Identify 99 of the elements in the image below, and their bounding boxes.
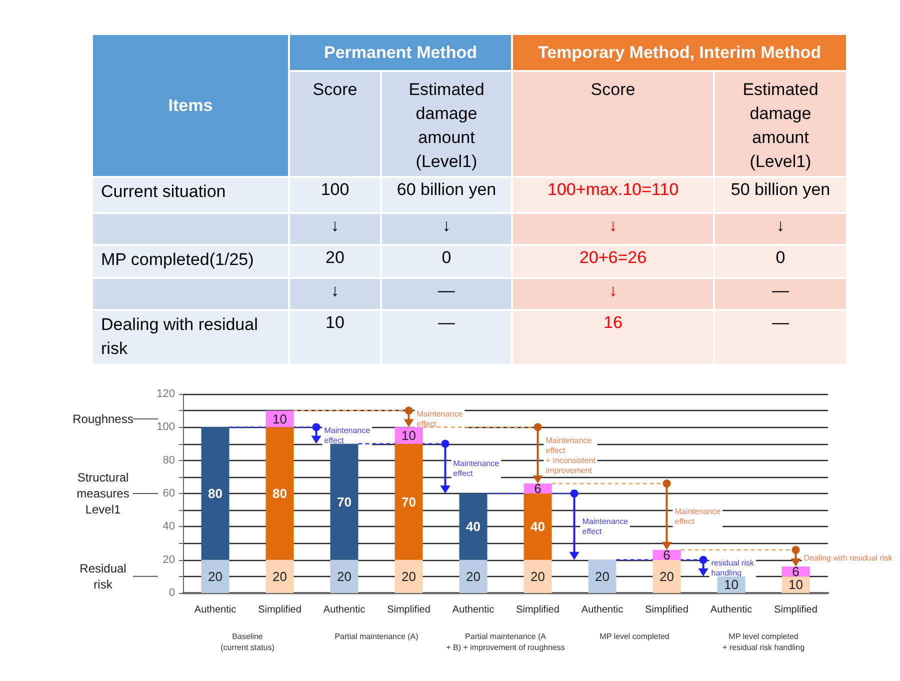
text: 10 — [326, 313, 344, 332]
category-label: Score — [512, 71, 714, 177]
text: — — [438, 281, 455, 300]
data-label: 80 — [208, 486, 222, 501]
annotation: Maintenance effect + Inconsistent improvement — [546, 436, 596, 475]
data-label: 6 — [792, 564, 800, 579]
bar — [266, 560, 294, 593]
x-tick-label: Simplified — [645, 604, 688, 616]
bar — [652, 560, 681, 593]
bar — [201, 560, 230, 593]
y-tick-label: 100 — [156, 421, 175, 434]
data-label: 10 — [402, 428, 416, 443]
text: 20 — [326, 248, 344, 267]
data-label: 70 — [402, 494, 416, 510]
x-tick-label: Simplified — [774, 604, 818, 616]
bar — [524, 494, 552, 560]
y-tick-label: 80 — [162, 454, 175, 466]
data-label: 20 — [402, 568, 416, 584]
category-label: Dealing with residual risk — [101, 315, 258, 358]
bar — [330, 444, 358, 560]
category-label: Estimated damage amount (Level1) — [381, 71, 512, 177]
text: 100+max.10=110 — [547, 180, 679, 199]
text: Partial maintenance (A + B) + improvement of roughness — [446, 632, 565, 652]
category-label: Current situation — [101, 182, 226, 201]
text: Baseline (current status) — [220, 632, 275, 652]
data-label: 20 — [660, 568, 674, 584]
bar — [394, 560, 423, 593]
bar — [459, 560, 488, 593]
y-tick-label: 120 — [156, 388, 175, 400]
data-label: 40 — [530, 519, 545, 534]
text: 0 — [442, 248, 452, 267]
annotation: Maintenance effect — [674, 507, 722, 526]
x-tick-label: Authentic — [452, 604, 494, 616]
x-tick-label: Authentic — [194, 604, 236, 616]
x-tick-label: Simplified — [258, 604, 302, 616]
text: Roughness — [72, 412, 134, 426]
bar — [459, 494, 488, 560]
data-label: 20 — [595, 568, 610, 584]
data-label: 80 — [272, 486, 287, 501]
y-tick-label: 20 — [162, 554, 175, 566]
text: Structural measures Level1 — [76, 470, 130, 516]
annotation: Maintenance effect — [416, 409, 464, 428]
category-label: Estimated damage amount (Level1) — [714, 71, 848, 177]
text: MP level completed — [600, 632, 670, 641]
y-tick-label: 60 — [162, 488, 175, 500]
data-label: 20 — [208, 568, 222, 584]
text: ↓ — [442, 216, 451, 235]
text: ↓ — [608, 281, 618, 300]
text: ↓ — [776, 216, 785, 235]
annotation: Maintenance effect — [324, 426, 371, 445]
data-label: 6 — [534, 481, 542, 496]
data-label: 10 — [788, 577, 803, 592]
category-label: Items — [92, 34, 289, 177]
data-label: 20 — [466, 568, 480, 584]
text: 60 billion yen — [396, 180, 496, 199]
annotation: residual risk handling — [711, 558, 755, 578]
text: — — [438, 313, 455, 332]
data-label: 20 — [272, 568, 287, 584]
bar — [588, 560, 616, 593]
y-tick-label: 40 — [162, 520, 175, 533]
text: ↓ — [330, 281, 340, 300]
category-label: Score — [289, 71, 381, 177]
y-tick-label: 0 — [168, 587, 175, 599]
data-label: 10 — [272, 411, 287, 426]
text: 16 — [604, 313, 622, 332]
text: 50 billion yen — [730, 180, 830, 199]
bar — [201, 427, 230, 560]
data-label: 40 — [466, 519, 480, 534]
text: Partial maintenance (A) — [334, 632, 419, 641]
text: 0 — [776, 248, 786, 267]
text: — — [772, 281, 789, 300]
text: Permanent Method — [289, 34, 512, 71]
annotation: Maintenance effect — [582, 517, 629, 536]
data-label: 6 — [663, 547, 670, 562]
x-tick-label: Simplified — [516, 604, 560, 616]
text: MP level completed + residual risk handling — [722, 632, 805, 652]
bar — [394, 427, 423, 444]
bar — [394, 444, 423, 560]
text: Residual risk — [80, 561, 126, 592]
annotation: Maintenance effect — [453, 459, 500, 478]
data-label: 20 — [337, 568, 352, 584]
text: 20+6=26 — [579, 248, 647, 267]
data-label: 20 — [530, 568, 545, 584]
bar — [330, 560, 358, 593]
text: 100 — [320, 180, 350, 199]
x-tick-label: Authentic — [581, 604, 624, 616]
text: ↓ — [608, 216, 618, 235]
x-tick-label: Authentic — [710, 604, 752, 616]
annotation: Dealing with residual risk — [804, 554, 894, 563]
text: — — [772, 313, 789, 332]
x-tick-label: Authentic — [323, 604, 366, 616]
data-label: 70 — [337, 494, 352, 510]
data-label: 10 — [724, 577, 738, 592]
category-label: MP completed(1/25) — [101, 250, 254, 269]
bar — [266, 427, 294, 560]
bar — [524, 560, 552, 593]
text: ↓ — [330, 216, 340, 235]
text: Temporary Method, Interim Method — [512, 34, 848, 71]
x-tick-label: Simplified — [387, 604, 430, 616]
